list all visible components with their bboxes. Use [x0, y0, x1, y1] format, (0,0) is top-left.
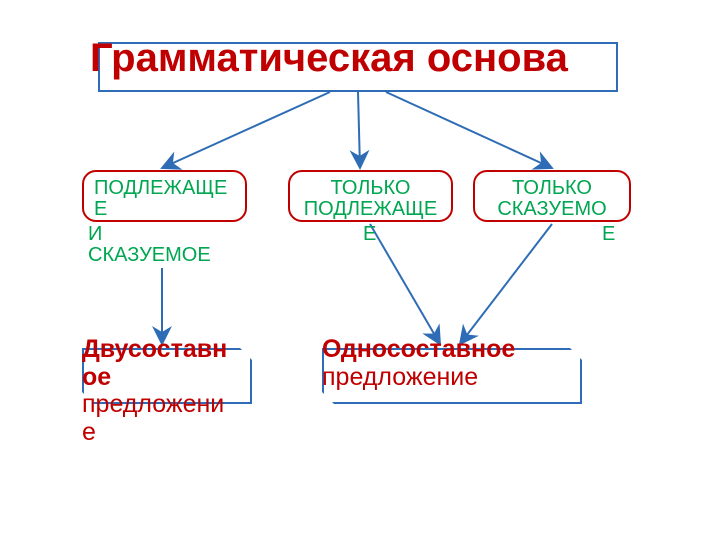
node-subject-and-predicate-overflow: И СКАЗУЕМОЕ — [88, 224, 211, 266]
node-only-predicate-overflow: Е — [602, 224, 615, 245]
notch-icon — [322, 392, 334, 404]
diagram-title: Грамматическая основа — [90, 36, 568, 81]
node-only-predicate: ТОЛЬКОСКАЗУЕМО — [473, 170, 631, 222]
node-subject-and-predicate: ПОДЛЕЖАЩЕЕ — [82, 170, 247, 222]
diagram-stage: { "canvas": { "width": 720, "height": 54… — [0, 0, 720, 540]
notch-icon — [240, 348, 252, 360]
arrow — [370, 224, 440, 344]
arrow — [162, 92, 330, 168]
node-only-subject-overflow: Е — [363, 224, 376, 245]
label-one-part-sentence: Односоставное предложение — [322, 336, 515, 391]
arrow — [358, 92, 360, 168]
arrow — [386, 92, 552, 168]
node-only-subject: ТОЛЬКОПОДЛЕЖАЩЕ — [288, 170, 453, 222]
label-two-part-sentence: Двусоставноепредложение — [82, 336, 227, 446]
notch-icon — [570, 348, 582, 360]
arrow — [460, 224, 552, 344]
